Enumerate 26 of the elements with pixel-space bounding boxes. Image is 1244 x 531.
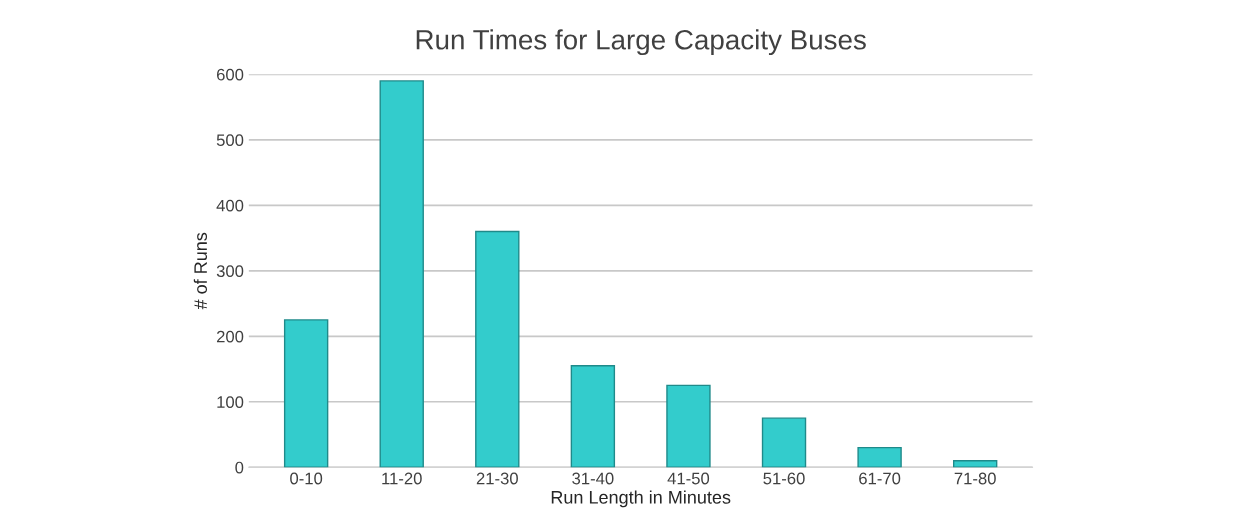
bar	[857, 446, 902, 468]
y-axis-title: # of Runs	[193, 232, 208, 310]
y-tick-label: 200	[216, 330, 244, 343]
bar	[379, 80, 424, 468]
x-tick-label: 21-30	[476, 472, 518, 485]
bar	[570, 365, 616, 468]
x-tick-label: 61-70	[859, 472, 901, 485]
y-tick-label: 500	[216, 134, 244, 147]
bar	[952, 460, 998, 468]
bar	[475, 230, 520, 468]
y-tick-label: 300	[216, 265, 244, 278]
bar	[666, 384, 711, 468]
y-tick-label: 100	[217, 396, 244, 408]
x-tick-label: 71-80	[954, 472, 996, 485]
bar	[761, 417, 807, 468]
y-tick-label: 0	[235, 461, 244, 474]
x-tick-label: 0-10	[290, 472, 323, 485]
chart-title: Run Times for Large Capacity Buses	[416, 29, 866, 56]
bar	[283, 319, 329, 468]
y-tick-label: 600	[216, 68, 244, 81]
y-tick-label: 400	[216, 199, 244, 212]
x-tick-label: 51-60	[763, 472, 805, 485]
x-axis-title: Run Length in Minutes	[551, 490, 731, 508]
x-tick-label: 41-50	[667, 472, 710, 485]
x-tick-label: 31-40	[572, 472, 614, 485]
x-tick-label: 11-20	[382, 472, 422, 485]
